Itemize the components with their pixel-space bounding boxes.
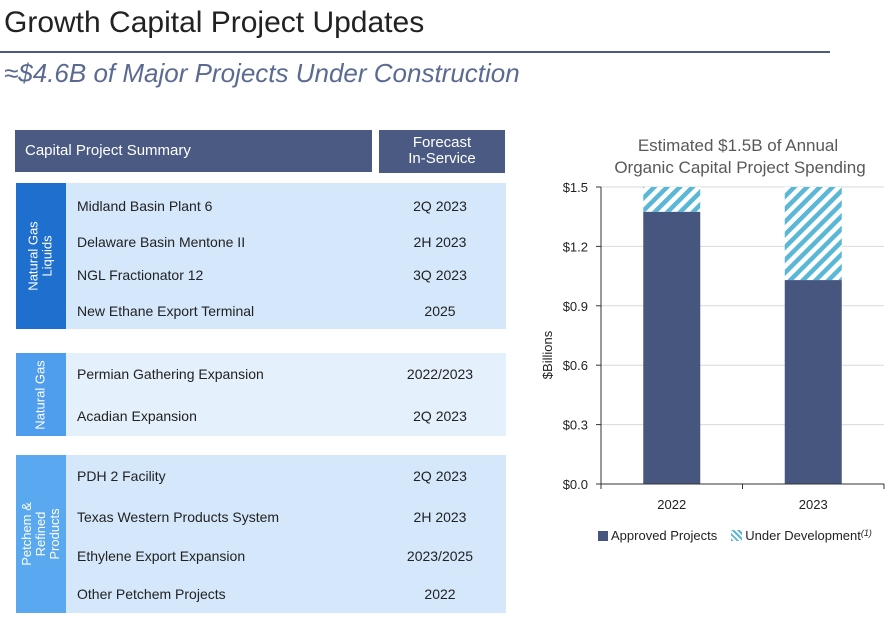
y-tick-label: $0.0 — [563, 477, 588, 492]
table-row: Acadian Expansion 2Q 2023 — [66, 406, 506, 426]
group-label-line: Liquids — [40, 235, 55, 277]
page-subtitle: ≈$4.6B of Major Projects Under Construct… — [4, 58, 520, 88]
project-name: PDH 2 Facility — [77, 468, 166, 484]
table-row: PDH 2 Facility 2Q 2023 — [66, 466, 506, 486]
in-service-date: 3Q 2023 — [413, 267, 467, 283]
bar-under-development-2022 — [643, 187, 701, 212]
group-body: Midland Basin Plant 6 2Q 2023 Delaware Bas… — [66, 183, 506, 329]
table-header-summary: Capital Project Summary — [15, 130, 372, 172]
group-label: Natural Gas — [16, 353, 66, 436]
project-name: Acadian Expansion — [77, 408, 197, 424]
project-name: Other Petchem Projects — [77, 586, 226, 602]
in-service-date: 2022 — [424, 586, 456, 602]
legend-label-under-development: Under Development — [745, 528, 861, 543]
chart-legend: Approved Projects Under Development (1) — [598, 528, 872, 543]
chart-title-line1: Estimated $1.5B of Annual — [638, 136, 838, 155]
in-service-date: 2022/2023 — [406, 366, 474, 382]
bar-approved-2023 — [784, 280, 842, 484]
in-service-date: 2H 2023 — [413, 234, 467, 250]
table-header-in-service: Forecast In-Service — [379, 130, 505, 173]
bar-under-development-2023 — [784, 187, 842, 281]
y-tick-label: $0.9 — [563, 299, 588, 314]
project-group: Natural Gas Permian Gathering Expansion 20… — [16, 353, 506, 436]
table-row: Delaware Basin Mentone II 2H 2023 — [66, 232, 506, 252]
table-row: Ethylene Export Expansion 2023/2025 — [66, 546, 506, 566]
in-service-date: 2023/2025 — [406, 548, 474, 564]
in-service-date: 2Q 2023 — [413, 468, 467, 484]
x-tick-label: 2023 — [799, 497, 828, 512]
legend-label-approved: Approved Projects — [611, 528, 718, 543]
x-tick-label: 2022 — [657, 497, 686, 512]
group-label: Natural Gas Liquids — [16, 183, 66, 329]
title-divider — [0, 51, 830, 53]
bar-approved-2022 — [643, 211, 701, 484]
in-service-date: 2Q 2023 — [413, 198, 467, 214]
header-line: Forecast — [412, 134, 472, 151]
header-line: In-Service — [408, 150, 476, 167]
y-tick-label: $1.5 — [563, 180, 588, 195]
table-row: Other Petchem Projects 2022 — [66, 584, 506, 604]
legend-footnote: (1) — [860, 528, 872, 538]
project-name: New Ethane Export Terminal — [77, 303, 255, 319]
in-service-date: 2025 — [424, 303, 456, 319]
project-name: Permian Gathering Expansion — [77, 366, 264, 382]
capital-spending-chart: Estimated $1.5B of Annual Organic Capita… — [540, 136, 885, 512]
legend-swatch-approved — [598, 530, 608, 541]
page-title: Growth Capital Project Updates — [4, 6, 425, 39]
project-name: Midland Basin Plant 6 — [77, 198, 213, 214]
group-label-line: Refined — [33, 511, 48, 557]
y-tick-label: $0.6 — [563, 358, 588, 373]
project-group: Petchem & Refined Products PDH 2 Facility 2Q… — [16, 455, 506, 613]
table-row: NGL Fractionator 12 3Q 2023 — [66, 265, 506, 285]
project-group: Natural Gas Liquids Midland Basin Plant 6 2… — [16, 183, 506, 329]
group-label-line: Natural Gas — [33, 359, 48, 430]
y-tick-label: $0.3 — [563, 418, 588, 433]
y-axis-label: $Billions — [540, 330, 555, 379]
table-row: Midland Basin Plant 6 2Q 2023 — [66, 196, 506, 216]
legend-swatch-under-development — [731, 530, 743, 541]
group-body: Permian Gathering Expansion 2022/2023 Acad… — [66, 353, 506, 436]
group-body: PDH 2 Facility 2Q 2023 Texas Western Produ… — [66, 455, 506, 613]
chart-title-line2: Organic Capital Project Spending — [614, 158, 865, 177]
project-name: Delaware Basin Mentone II — [77, 234, 246, 250]
project-name: NGL Fractionator 12 — [77, 267, 204, 283]
group-label: Petchem & Refined Products — [16, 455, 66, 613]
in-service-date: 2Q 2023 — [413, 408, 467, 424]
in-service-date: 2H 2023 — [413, 509, 467, 525]
table-row: New Ethane Export Terminal 2025 — [66, 301, 506, 321]
project-name: Texas Western Products System — [77, 509, 280, 525]
group-label-line: Petchem & — [19, 502, 34, 566]
project-name: Ethylene Export Expansion — [77, 548, 246, 564]
table-row: Texas Western Products System 2H 2023 — [66, 507, 506, 527]
group-label-line: Products — [47, 508, 62, 560]
table-row: Permian Gathering Expansion 2022/2023 — [66, 364, 506, 384]
y-tick-label: $1.2 — [563, 239, 588, 254]
